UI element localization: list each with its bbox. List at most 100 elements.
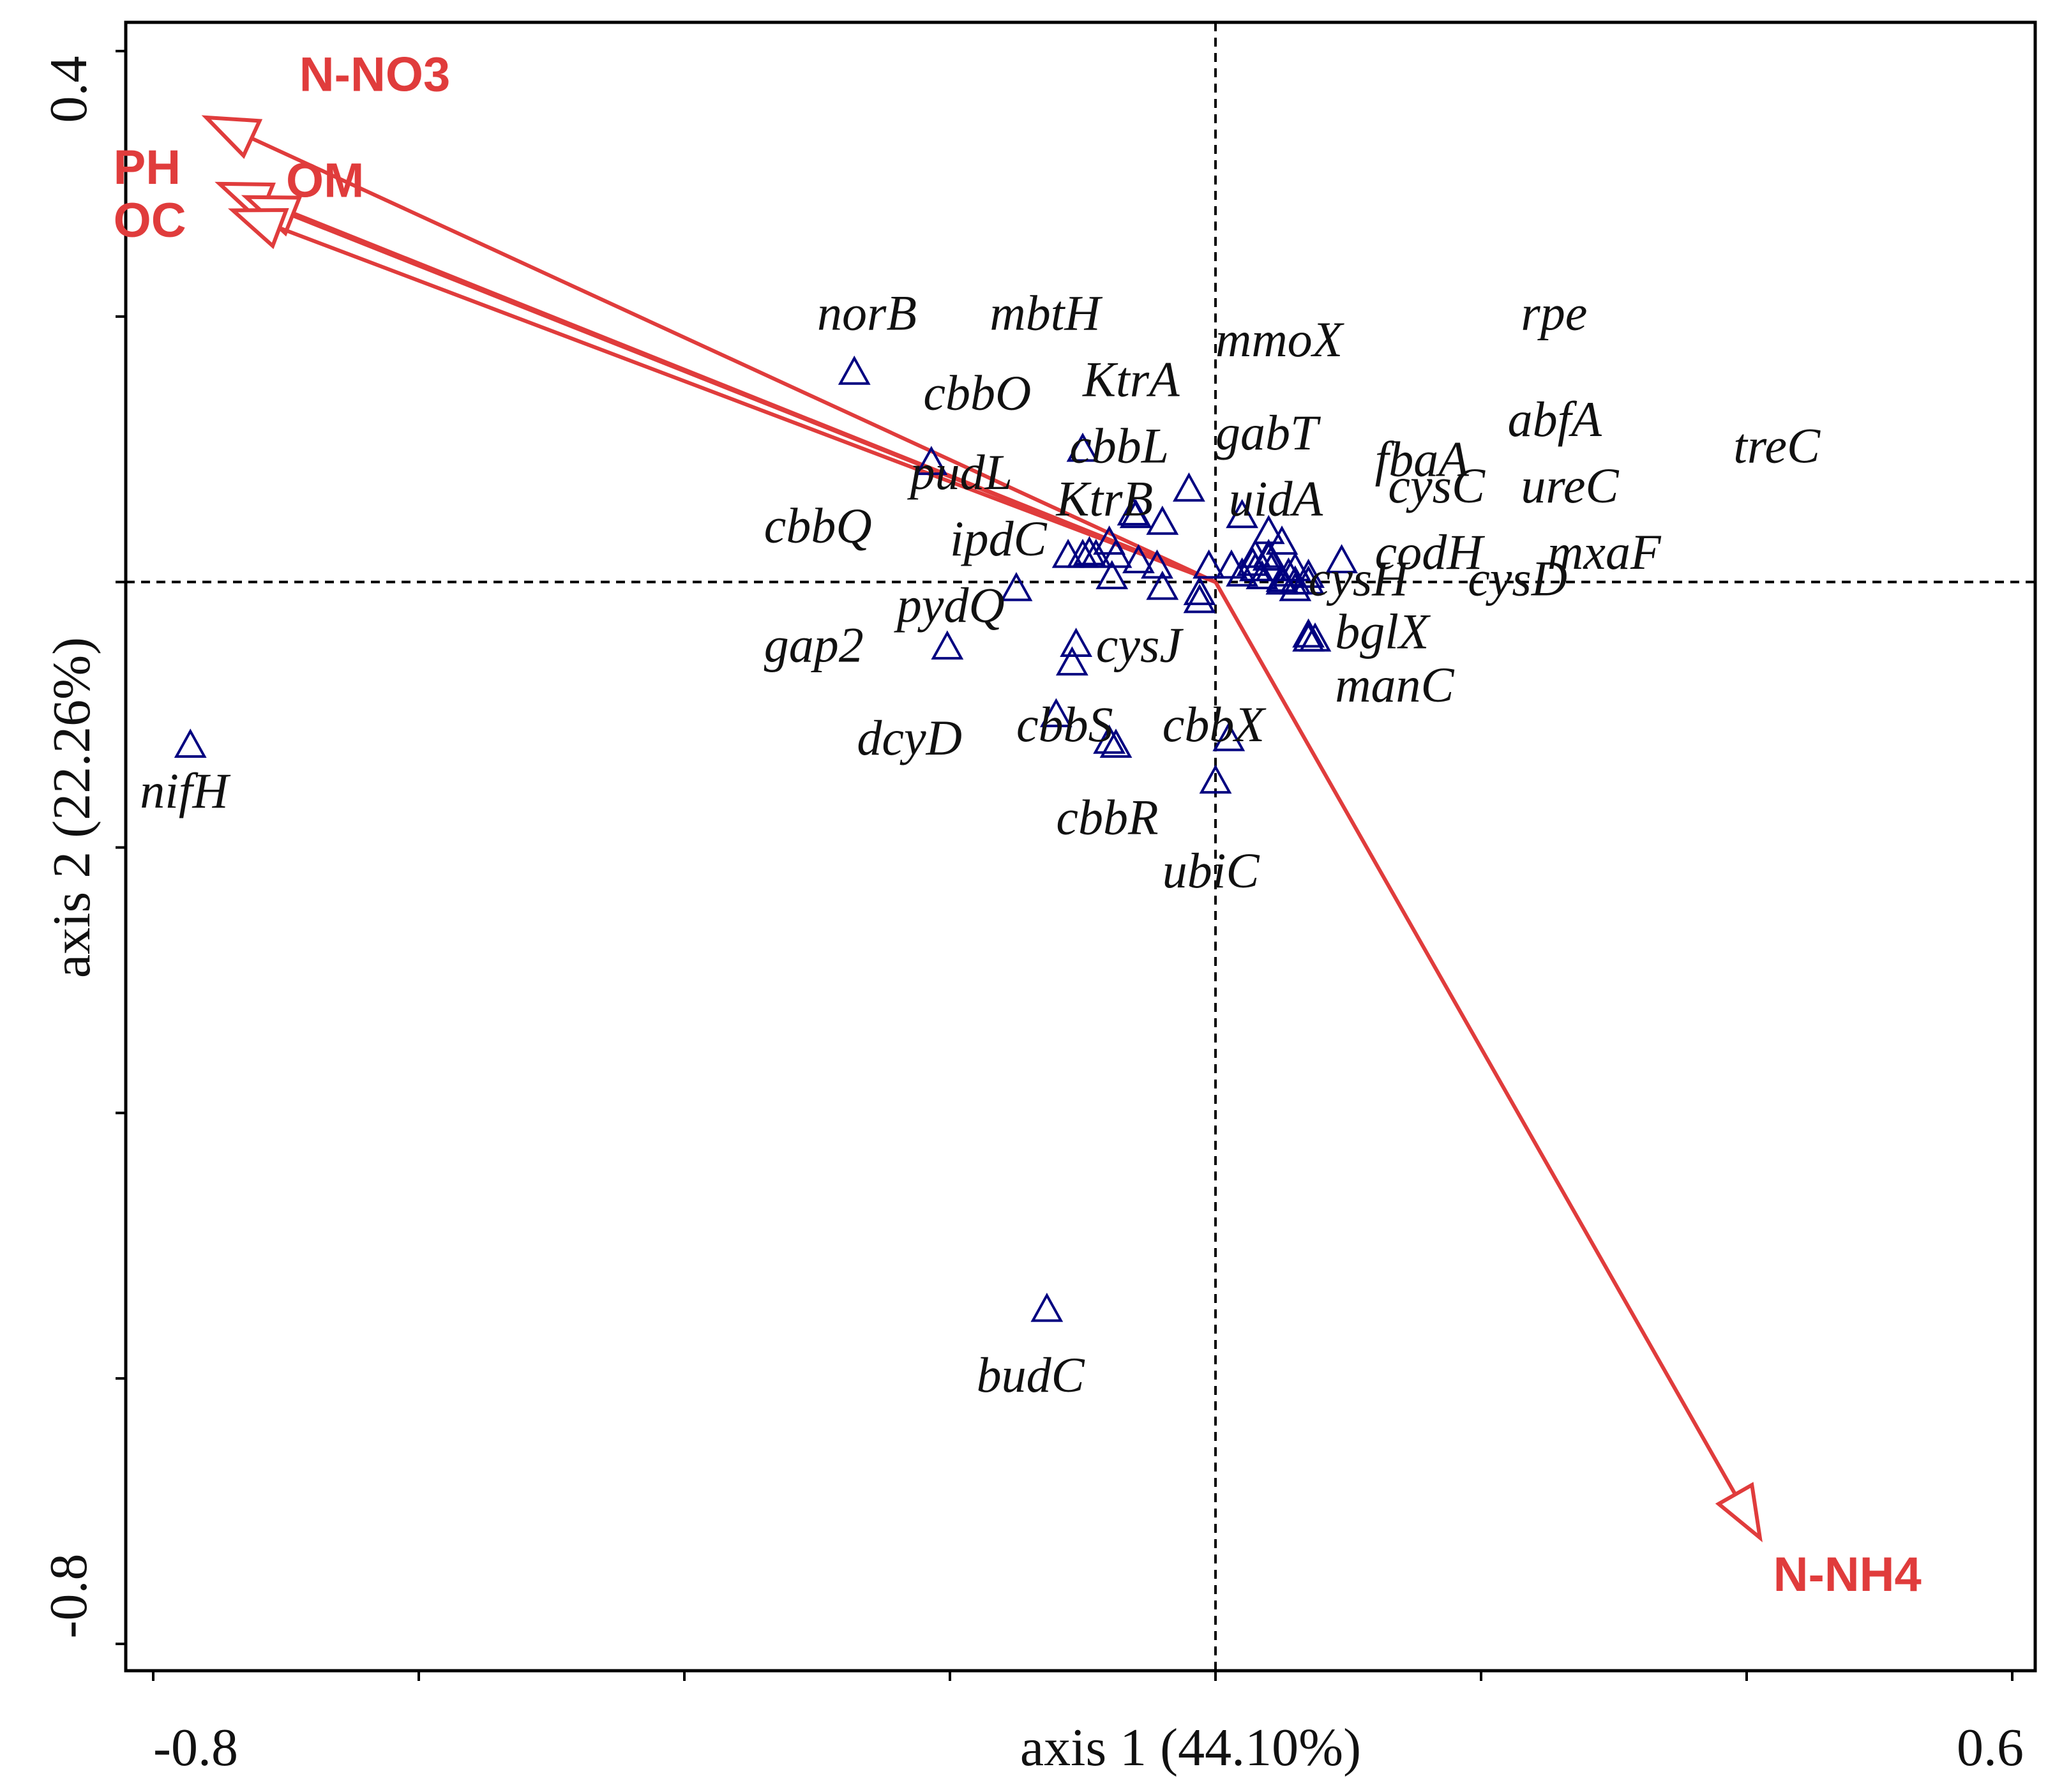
gene-point-cysj <box>1060 628 1092 657</box>
gene-point-unlabeled-15 <box>1265 562 1298 592</box>
y-tick-label-max: 0.4 <box>39 56 98 123</box>
arrow-shaft-om <box>291 213 1217 584</box>
gene-point-norb <box>838 356 871 385</box>
gene-label-mmox: mmoX <box>1216 312 1345 367</box>
gene-point-unlabeled-8 <box>1193 549 1225 579</box>
gene-point-cbbx <box>1212 721 1246 751</box>
gene-point-unlabeled-20 <box>1252 541 1285 571</box>
gene-point-manc <box>1292 618 1325 648</box>
gene-point-gap2 <box>931 630 964 660</box>
env-label-n-nh4: N-NH4 <box>1773 1547 1922 1602</box>
gene-label-manc: manC <box>1335 657 1454 712</box>
gene-label-mbth: mbtH <box>990 285 1103 341</box>
env-label-ph: PH <box>114 140 181 195</box>
gene-point-unlabeled-12 <box>1272 557 1305 587</box>
gene-label-gabt: gabT <box>1216 405 1321 460</box>
gene-point-pudl <box>915 446 948 476</box>
gene-point-pydq <box>1000 571 1033 601</box>
gene-label-dcyd: dcyD <box>857 710 962 765</box>
gene-label-nifh: nifH <box>140 763 230 818</box>
gene-point-cbbr <box>1093 725 1125 754</box>
gene-point-unlabeled-4 <box>1141 549 1173 579</box>
gene-label-mxaf: mxaF <box>1547 524 1662 580</box>
gene-label-codh: codH <box>1375 524 1486 580</box>
environment-vectors <box>201 115 1763 1542</box>
gene-label-abfa: abfA <box>1508 391 1602 447</box>
gene-label-uida: uidA <box>1229 471 1323 527</box>
gene-label-cbbq: cbbQ <box>764 497 872 553</box>
arrow-shaft-n-nh4 <box>1214 581 1737 1496</box>
gene-point-unlabeled-0 <box>1051 538 1085 568</box>
y-axis-title: axis 2 (22.26%) <box>42 637 102 978</box>
gene-point-unlabeled-6 <box>1146 570 1179 600</box>
gene-label-pydq: pydQ <box>894 577 1005 633</box>
x-tick-label-min: -0.8 <box>153 1718 238 1777</box>
gene-label-ktra: KtrA <box>1082 352 1180 407</box>
gene-point-ubic <box>1199 764 1232 794</box>
gene-point-unlabeled-14 <box>1226 557 1258 587</box>
arrow-head-n-no3 <box>201 115 263 160</box>
gene-label-cbbl: cbbL <box>1069 418 1169 474</box>
gene-label-cbbr: cbbR <box>1056 790 1158 845</box>
gene-point-ipdc <box>1080 538 1113 568</box>
gene-point-cbbs <box>1099 728 1133 758</box>
gene-point-unlabeled-5 <box>1095 560 1129 589</box>
gene-label-budc: budC <box>977 1347 1085 1403</box>
gene-label-fbaa: fbaA <box>1375 431 1470 486</box>
gene-point-unlabeled-16 <box>1183 584 1216 614</box>
gene-point-budc <box>1030 1292 1064 1322</box>
gene-point-unlabeled-19 <box>1146 505 1179 535</box>
y-tick-label-min: -0.8 <box>39 1554 98 1639</box>
gene-point-unlabeled-17 <box>1055 646 1088 676</box>
env-label-om: OM <box>286 154 364 208</box>
gene-point-unlabeled-21 <box>1239 538 1272 568</box>
gene-point-unlabeled-1 <box>1073 536 1106 566</box>
gene-point-unlabeled-2 <box>1099 538 1133 568</box>
gene-point-codh <box>1325 544 1358 573</box>
arrow-shaft-n-no3 <box>250 136 1217 584</box>
gene-label-ipdc: ipdC <box>950 511 1048 566</box>
arrow-head-oc <box>227 208 289 250</box>
gene-point-unlabeled-3 <box>1122 544 1155 573</box>
gene-point-mmox <box>1226 499 1258 529</box>
gene-point-ktrb <box>1117 496 1150 526</box>
gene-label-ktrb: KtrB <box>1055 471 1153 527</box>
x-axis-title: axis 1 (44.10%) <box>1020 1718 1361 1777</box>
gene-point-cbbl <box>1173 472 1205 502</box>
gene-label-pudl: pudL <box>907 444 1012 500</box>
plot-frame <box>124 20 2037 1673</box>
gene-point-cysd <box>1279 571 1312 601</box>
gene-label-cbbx: cbbX <box>1163 696 1267 752</box>
arrow-head-n-nh4 <box>1715 1482 1763 1542</box>
gene-label-cbbo: cbbO <box>923 365 1031 420</box>
gene-label-gap2: gap2 <box>764 617 864 672</box>
gene-point-unlabeled-13 <box>1246 560 1279 589</box>
gene-point-rpe <box>1265 525 1298 555</box>
gene-label-ubic: ubiC <box>1163 843 1260 898</box>
env-label-n-no3: N-NO3 <box>299 47 450 102</box>
gene-label-cysh: cysH <box>1309 550 1411 606</box>
gene-point-trec <box>1292 559 1325 588</box>
gene-point-abfa <box>1279 552 1312 582</box>
gene-label-urec: ureC <box>1521 458 1619 513</box>
gene-label-cysd: cysD <box>1468 550 1567 606</box>
axis-ticks <box>116 50 2014 1681</box>
gene-label-cysj: cysJ <box>1096 617 1184 672</box>
x-tick-label-max: 0.6 <box>1957 1718 2024 1777</box>
environment-labels: N-NO3 PH OM OC N-NH4 <box>114 47 1922 1601</box>
gene-label-cbbs: cbbS <box>1016 696 1113 752</box>
zero-lines <box>126 22 2035 1671</box>
gene-label-cysc: cysC <box>1388 458 1486 513</box>
gene-point-dcyd <box>1040 698 1073 728</box>
gene-point-unlabeled-18 <box>1292 622 1325 652</box>
gene-label-rpe: rpe <box>1521 285 1587 341</box>
gene-point-mbth <box>1066 432 1099 462</box>
gene-point-nifh <box>174 728 207 758</box>
gene-points <box>174 356 1358 1322</box>
gene-label-norb: norB <box>817 285 917 341</box>
gene-label-bglx: bglX <box>1335 604 1431 659</box>
gene-labels: norB mbtH mmoX rpe cbbO KtrA gabT abfA cbbL fbaA t… <box>140 285 1821 1403</box>
arrow-shaft-oc <box>278 226 1217 584</box>
env-label-oc: OC <box>114 193 186 248</box>
gene-point-unlabeled-7 <box>1183 576 1216 605</box>
